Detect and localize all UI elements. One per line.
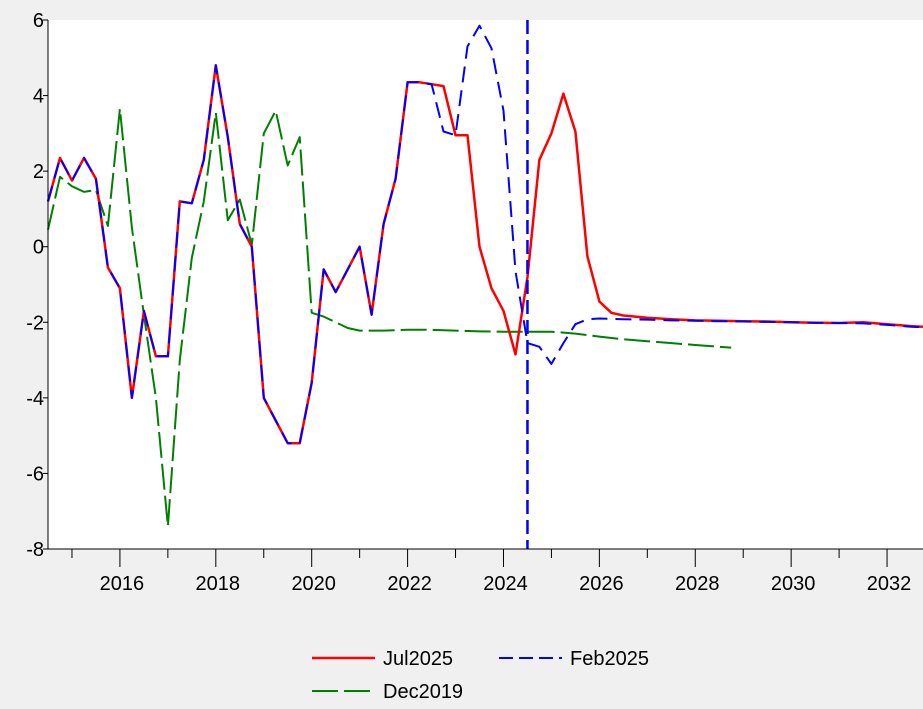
legend-item-dec2019: Dec2019 xyxy=(312,681,463,703)
legend-label: Feb2025 xyxy=(570,648,649,670)
y-tick-label: 6 xyxy=(33,10,44,32)
x-tick-label: 2026 xyxy=(579,573,624,595)
legend: Jul2025 Feb2025 Dec2019 xyxy=(312,648,649,703)
x-tick-label: 2022 xyxy=(387,573,432,595)
y-tick-label: 2 xyxy=(33,161,44,183)
x-tick-label: 2028 xyxy=(675,573,720,595)
x-tick-label: 2032 xyxy=(867,573,912,595)
y-tick-label: 0 xyxy=(33,237,44,259)
x-tick-label: 2024 xyxy=(483,573,528,595)
plot-area xyxy=(48,20,923,549)
x-tick-label: 2016 xyxy=(100,573,145,595)
axes-layer: 6 4 2 0 -2 -4 -6 -8 2016 2018 2020 2022 2024 2026 2028… xyxy=(26,10,923,595)
x-tick-label: 2020 xyxy=(291,573,336,595)
x-tick-label: 2018 xyxy=(196,573,241,595)
x-tick-label: 2030 xyxy=(771,573,816,595)
series-layer xyxy=(46,24,923,528)
y-tick-label: -2 xyxy=(26,312,44,334)
legend-label: Dec2019 xyxy=(383,681,463,703)
legend-label: Jul2025 xyxy=(383,648,453,670)
legend-item-jul2025: Jul2025 xyxy=(312,648,453,670)
y-tick-label: 4 xyxy=(33,86,44,108)
legend-item-feb2025: Feb2025 xyxy=(499,648,649,670)
y-tick-label: -8 xyxy=(26,539,44,561)
series-line-feb2025 xyxy=(47,24,923,445)
y-tick-label: -6 xyxy=(26,463,44,485)
series-line-dec2019 xyxy=(47,107,732,528)
y-tick-label: -4 xyxy=(26,388,44,410)
